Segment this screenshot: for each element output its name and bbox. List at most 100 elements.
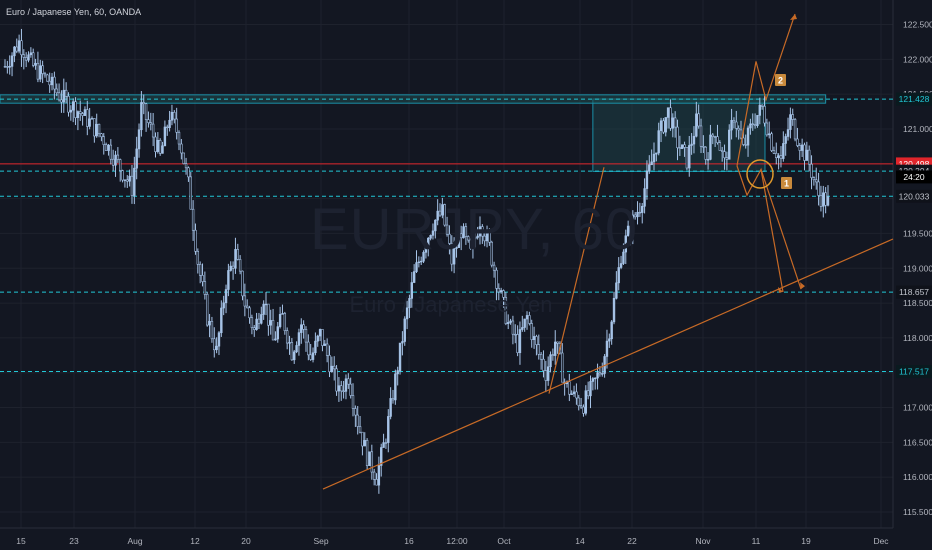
candle-body (151, 123, 155, 138)
candle-body (187, 167, 190, 178)
candle-body (737, 128, 740, 131)
candle-body (495, 269, 498, 289)
candle-body (441, 204, 444, 216)
candle-body (443, 204, 446, 226)
candle-body (636, 211, 639, 218)
candle-body (664, 117, 667, 133)
candle-body (201, 275, 204, 282)
candle-body (41, 65, 44, 74)
candle-body (666, 107, 670, 118)
chart-header-title: Euro / Japanese Yen, 60, OANDA (6, 7, 142, 17)
candle-body (349, 383, 352, 396)
y-tick-label: 117.000 (903, 403, 932, 413)
candle-body (260, 314, 263, 324)
candle-body (789, 114, 792, 130)
candle-body (137, 129, 141, 150)
x-tick-label: 12 (190, 536, 200, 546)
candle-body (455, 247, 458, 249)
candle-body (93, 118, 96, 137)
candle-body (290, 342, 294, 361)
candle-body (46, 74, 49, 82)
x-tick-label: Nov (695, 536, 711, 546)
candle-body (278, 314, 282, 327)
candle-body (685, 147, 689, 169)
candle-body (662, 120, 665, 133)
x-tick-label: 14 (575, 536, 585, 546)
candle-body (13, 46, 16, 57)
candle-body (514, 333, 517, 336)
candle-body (227, 270, 230, 290)
candle-body (678, 147, 682, 149)
candle-body (546, 366, 550, 381)
x-tick-label: 15 (16, 536, 26, 546)
candle-body (723, 151, 726, 159)
candle-body (32, 52, 35, 66)
x-tick-label: 11 (752, 536, 761, 546)
candle-body (297, 332, 301, 346)
candle-body (509, 320, 512, 323)
candle-body (293, 351, 296, 361)
candle-body (704, 146, 707, 160)
candle-body (608, 338, 611, 342)
price-badge (896, 189, 932, 203)
y-tick-label: 115.500 (903, 507, 932, 517)
candle-body (130, 175, 134, 196)
candle-body (135, 148, 138, 169)
candle-body (208, 321, 211, 326)
candle-body (551, 354, 555, 356)
candle-body (535, 336, 538, 345)
candle-body (408, 298, 411, 309)
candle-body (800, 144, 804, 151)
candle-body (361, 431, 364, 447)
candle-body (657, 130, 660, 154)
candle-body (770, 133, 773, 151)
candle-body (154, 136, 157, 152)
annotation-label: 1 (784, 179, 789, 189)
candle-body (742, 137, 745, 145)
candle-body (469, 239, 472, 249)
candle-body (69, 109, 73, 113)
candle-body (166, 126, 169, 129)
candle-body (445, 224, 449, 235)
resistance-band (0, 94, 827, 104)
candle-body (718, 142, 722, 151)
candle-body (248, 307, 251, 319)
candle-body (615, 282, 618, 299)
candle-body (424, 247, 428, 253)
candle-body (554, 341, 557, 356)
candle-body (732, 119, 736, 123)
scenario-down-path-1 (736, 165, 784, 293)
candle-body (612, 297, 616, 323)
x-tick-label: Sep (313, 536, 328, 546)
candle-body (812, 177, 816, 181)
candle-body (213, 338, 216, 351)
candle-body (114, 154, 117, 166)
candle-body (198, 264, 202, 276)
candle-body (817, 181, 820, 196)
candle-body (819, 195, 823, 207)
candle-body (586, 390, 590, 397)
candle-body (598, 372, 602, 375)
candle-body (189, 176, 192, 210)
candle-body (434, 219, 437, 232)
candle-body (215, 345, 218, 351)
candle-body (74, 101, 77, 118)
candle-body (697, 113, 700, 127)
candle-body (490, 241, 493, 266)
candle-body (542, 358, 545, 371)
candle-body (450, 243, 453, 265)
candle-body (304, 329, 308, 343)
candle-body (161, 145, 164, 154)
candle-body (196, 251, 200, 265)
candle-body (775, 152, 778, 159)
arrow-head-up (790, 14, 797, 21)
candle-body (810, 163, 813, 178)
candle-body (575, 391, 578, 399)
candle-body (387, 416, 390, 443)
candle-body (285, 330, 289, 344)
candle-body (22, 54, 26, 58)
candle-body (765, 122, 769, 136)
candle-body (323, 343, 326, 346)
